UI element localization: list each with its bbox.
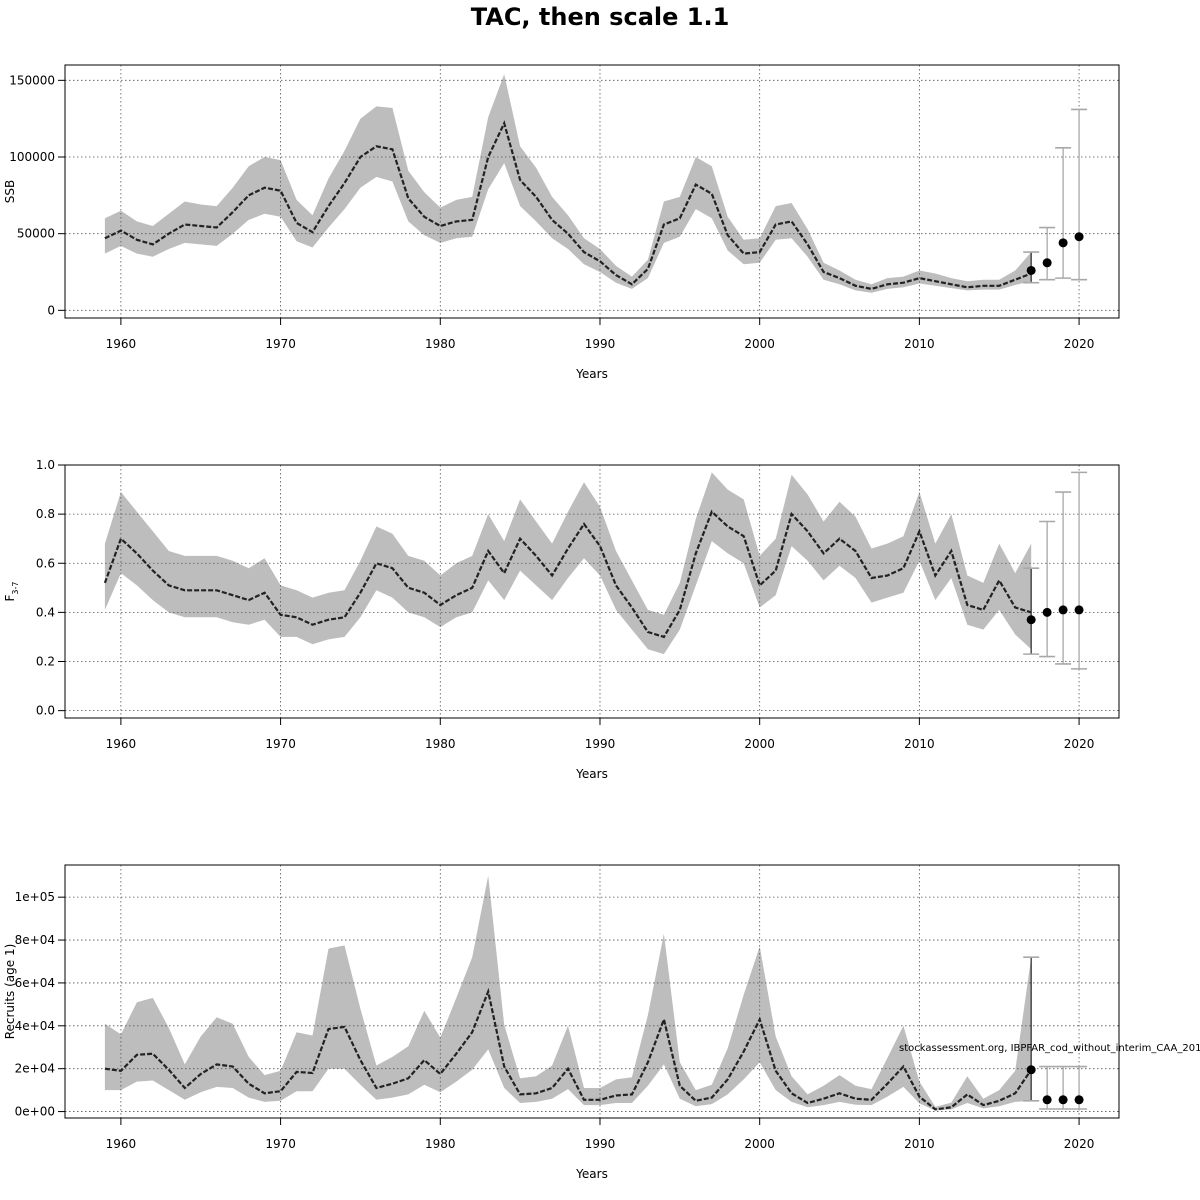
y-tick-label: 8e+04 — [15, 933, 55, 947]
x-tick-label: 2020 — [1064, 337, 1095, 351]
x-tick-label: 1960 — [106, 1137, 137, 1151]
y-tick-label: 0.6 — [36, 556, 55, 570]
x-tick-label: 1960 — [106, 337, 137, 351]
panel-2: 1960 1970 1980 1990 2000 2010 2020 0.0 0.2 0.4 0.6… — [3, 458, 1120, 781]
forecast-point — [1074, 232, 1084, 242]
y-tick-label: 100000 — [9, 150, 55, 164]
panel-3: 1960 1970 1980 1990 2000 2010 2020 0e+00 2e+04 4e… — [3, 864, 1120, 1181]
y-axis-label: Recruits (age 1) — [3, 944, 17, 1040]
plot-frame — [64, 864, 1120, 1119]
x-tick-label: 2020 — [1064, 1137, 1095, 1151]
y-axis-label: F3-7 — [3, 582, 20, 602]
y-axis-label: SSB — [3, 180, 17, 203]
y-tick-label: 2e+04 — [15, 1062, 55, 1076]
forecast-point — [1026, 1065, 1036, 1075]
plot-frame — [64, 64, 1120, 319]
forecast-point — [1042, 1095, 1052, 1105]
x-tick-label: 2000 — [744, 337, 775, 351]
x-tick-label: 1980 — [425, 1137, 456, 1151]
x-tick-label: 1980 — [425, 737, 456, 751]
forecast-point — [1026, 615, 1036, 625]
x-axis-label: Years — [575, 367, 608, 381]
annotation-text: stockassessment.org, IBPFAR_cod_without_… — [899, 1043, 1200, 1054]
x-axis-label: Years — [575, 1167, 608, 1181]
estimate-line — [104, 120, 1032, 291]
panel-1: 1960 1970 1980 1990 2000 2010 2020 0 50000 100000… — [3, 64, 1120, 381]
x-tick-label: 2010 — [904, 337, 935, 351]
y-tick-label: 1e+05 — [15, 890, 55, 904]
x-tick-label: 1990 — [585, 337, 616, 351]
y-tick-label: 0e+00 — [15, 1105, 55, 1119]
confidence-band — [104, 472, 1032, 655]
forecast-point — [1042, 607, 1052, 617]
y-tick-label: 0.2 — [36, 655, 55, 669]
forecast-point — [1074, 605, 1084, 615]
estimate-line — [103, 509, 1032, 639]
forecast-point — [1058, 605, 1068, 615]
forecast-point — [1026, 265, 1036, 275]
confidence-band — [104, 875, 1032, 1111]
y-tick-label: 0.0 — [36, 704, 55, 718]
y-tick-label: 0.8 — [36, 507, 55, 521]
x-tick-label: 1970 — [265, 337, 296, 351]
y-tick-label: 0 — [47, 303, 55, 317]
y-tick-label: 50000 — [17, 227, 55, 241]
y-tick-label: 6e+04 — [15, 976, 55, 990]
y-tick-label: 4e+04 — [15, 1019, 55, 1033]
x-tick-label: 1970 — [265, 737, 296, 751]
forecast-point — [1058, 238, 1068, 248]
x-tick-label: 1990 — [585, 737, 616, 751]
x-tick-label: 1980 — [425, 337, 456, 351]
x-axis-label: Years — [575, 767, 608, 781]
estimate-line — [104, 987, 1033, 1111]
x-tick-label: 1970 — [265, 1137, 296, 1151]
plot-frame — [64, 464, 1120, 719]
x-tick-label: 1960 — [106, 737, 137, 751]
x-tick-label: 2010 — [904, 1137, 935, 1151]
x-tick-label: 2000 — [744, 1137, 775, 1151]
forecast-point — [1074, 1095, 1084, 1105]
x-tick-label: 2000 — [744, 737, 775, 751]
forecast-point — [1058, 1095, 1068, 1105]
y-tick-label: 0.4 — [36, 605, 55, 619]
y-tick-label: 150000 — [9, 73, 55, 87]
y-tick-label: 1.0 — [36, 458, 55, 472]
confidence-band — [104, 74, 1032, 293]
x-tick-label: 2010 — [904, 737, 935, 751]
forecast-point — [1042, 258, 1052, 268]
chart-title: TAC, then scale 1.1 — [470, 3, 730, 31]
x-tick-label: 1990 — [585, 1137, 616, 1151]
x-tick-label: 2020 — [1064, 737, 1095, 751]
